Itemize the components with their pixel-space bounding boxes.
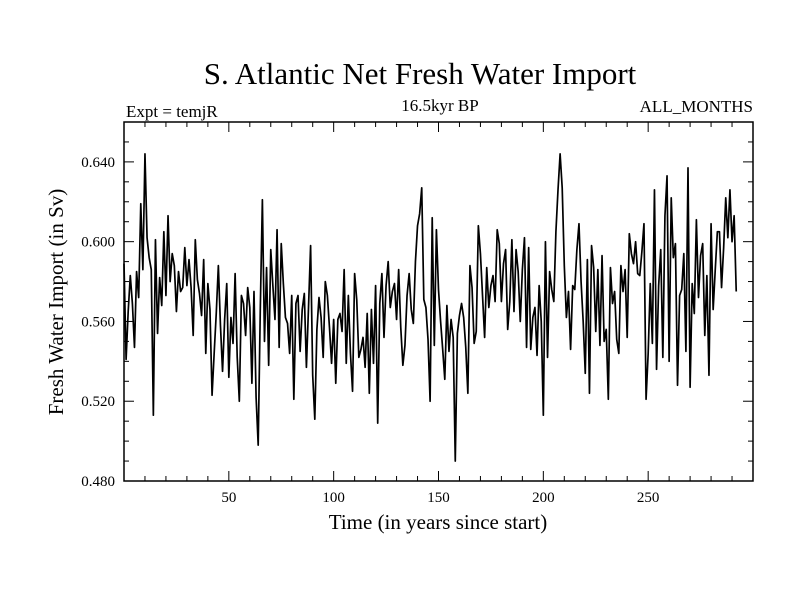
y-tick-label: 0.600 xyxy=(81,235,115,251)
series-line xyxy=(123,153,738,462)
x-tick-label: 100 xyxy=(322,490,345,506)
y-axis-label: Fresh Water Import (in Sv) xyxy=(44,189,68,416)
experiment-label: Expt = temjR xyxy=(126,102,218,121)
x-axis-label: Time (in years since start) xyxy=(329,510,548,534)
plot-frame xyxy=(123,121,754,482)
y-tick-label: 0.520 xyxy=(81,394,115,410)
y-tick-label: 0.560 xyxy=(81,314,115,330)
y-tick-label: 0.640 xyxy=(81,155,115,171)
months-label: ALL_MONTHS xyxy=(639,97,753,116)
y-tick-label: 0.480 xyxy=(81,474,115,490)
x-tick-label: 200 xyxy=(532,490,555,506)
x-tick-label: 250 xyxy=(637,490,660,506)
x-tick-label: 50 xyxy=(221,490,236,506)
axis-ticks xyxy=(124,122,753,481)
period-label: 16.5kyr BP xyxy=(401,96,479,115)
tick-labels: 50 100 150 200 250 0.480 0.520 0.560 0.600 0.640 xyxy=(81,155,659,506)
x-tick-label: 150 xyxy=(427,490,450,506)
chart-title: S. Atlantic Net Fresh Water Import xyxy=(203,56,637,91)
